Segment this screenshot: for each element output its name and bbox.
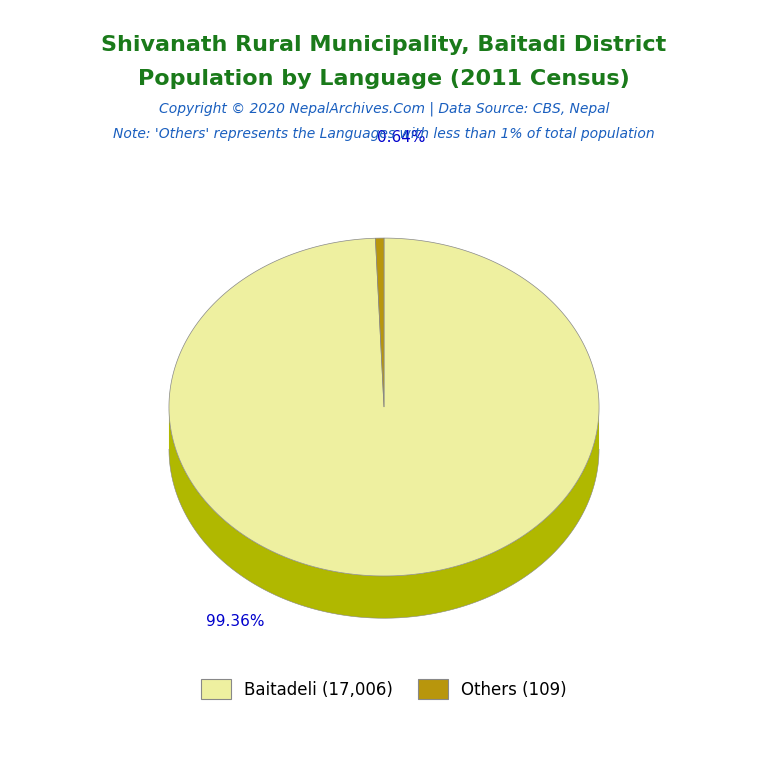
Polygon shape [169,238,599,576]
Text: Copyright © 2020 NepalArchives.Com | Data Source: CBS, Nepal: Copyright © 2020 NepalArchives.Com | Dat… [159,101,609,116]
Text: Population by Language (2011 Census): Population by Language (2011 Census) [138,69,630,89]
Text: 99.36%: 99.36% [207,614,265,629]
Text: Shivanath Rural Municipality, Baitadi District: Shivanath Rural Municipality, Baitadi Di… [101,35,667,55]
Legend: Baitadeli (17,006), Others (109): Baitadeli (17,006), Others (109) [194,672,574,706]
Text: 0.64%: 0.64% [377,130,425,145]
Polygon shape [376,238,384,407]
Text: Note: 'Others' represents the Languages with less than 1% of total population: Note: 'Others' represents the Languages … [113,127,655,141]
Polygon shape [169,407,599,618]
